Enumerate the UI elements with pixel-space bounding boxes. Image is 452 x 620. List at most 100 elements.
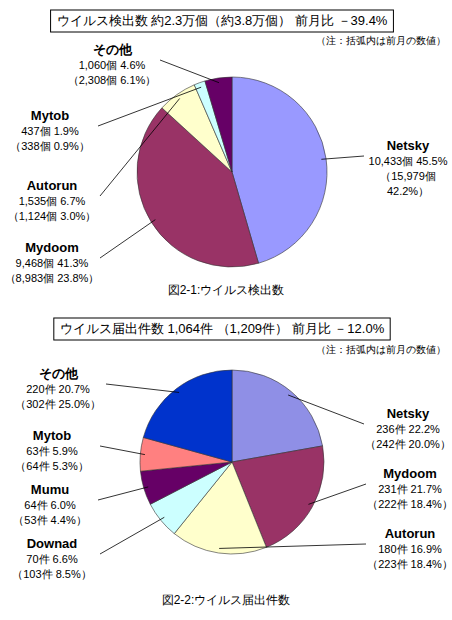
prev-label-line: （2,308個 6.1%）: [68, 74, 157, 86]
prev-value-label: 0.9%）: [54, 140, 90, 152]
slices: [140, 370, 324, 554]
leader-line: [100, 98, 180, 196]
leader-line: [100, 220, 155, 258]
count-label: 9,468個: [16, 257, 55, 269]
prev-value-label: 5.3%）: [53, 460, 89, 472]
value-label-line: 63件 5.9%: [26, 445, 78, 457]
value-label: 41.3%: [57, 257, 88, 269]
value-label: 1.9%: [54, 125, 79, 137]
prev-value-label: 18.4%）: [411, 498, 452, 510]
category-label: Netsky: [387, 138, 430, 153]
count-label: 236件: [376, 423, 405, 435]
data-labels: Netsky 236件 22.2% （242件 20.0%） Mydoom 231件 2…: [12, 366, 452, 580]
leader-line: [219, 544, 366, 548]
prev-label-line: （222件 18.4%）: [367, 498, 452, 510]
prev-value-label: 3.0%）: [60, 210, 96, 222]
prev-label-line: （1,124個 3.0%）: [8, 210, 97, 222]
category-label: Mytob: [33, 428, 71, 443]
category-label: Autorun: [27, 178, 78, 193]
value-label-line: 70件 6.6%: [26, 553, 78, 565]
count-label: 1,535個: [19, 195, 58, 207]
leader-lines: [98, 384, 366, 554]
caption: 図2-1:ウイルス検出数: [168, 283, 285, 297]
pie-chart: ウイルス検出数 約2.3万個（約3.8万個） 前月比 －39.4% （注：括弧内は…: [5, 10, 448, 297]
value-label-line: 64件 6.0%: [24, 499, 76, 511]
leader-line: [100, 446, 145, 455]
count-label: 63件: [26, 445, 49, 457]
title: ウイルス検出数 約2.3万個（約3.8万個） 前月比 －39.4%: [57, 13, 388, 28]
value-label: 22.2%: [409, 423, 440, 435]
leader-line: [308, 484, 366, 504]
prev-value-label: 20.0%）: [409, 438, 451, 450]
value-label-line: 236件 22.2%: [376, 423, 440, 435]
note: （注：括弧内は前月の数値）: [316, 35, 446, 46]
count-label: 10,433個: [369, 155, 414, 167]
count-label: 231件: [378, 483, 407, 495]
category-label: Downad: [27, 536, 78, 551]
prev-label-line: （64件 5.3%）: [15, 460, 88, 472]
category-label: その他: [93, 42, 133, 57]
value-label-line: 9,468個 41.3%: [16, 257, 89, 269]
prev-value-label: 25.0%）: [59, 398, 101, 410]
prev-count-label: （242件: [365, 438, 405, 450]
leader-line: [160, 60, 219, 83]
leader-lines: [98, 60, 364, 258]
count-label: 64件: [24, 499, 47, 511]
value-label: 5.9%: [53, 445, 78, 457]
category-label: Autorun: [385, 526, 436, 541]
category-label: Netsky: [387, 406, 430, 421]
category-label: その他: [39, 366, 79, 381]
category-label: Mumu: [31, 482, 69, 497]
value-label: 45.5%: [416, 155, 447, 167]
value-label-line: 437個 1.9%: [21, 125, 79, 137]
prev-count-label: （223件: [367, 558, 407, 570]
value-label: 4.6%: [120, 59, 145, 71]
prev-count-label: （1,124個: [8, 210, 58, 222]
prev-count-label: （15,979個: [380, 170, 436, 182]
title-box: [54, 318, 390, 340]
value-label-line: 180件 16.9%: [378, 543, 442, 555]
prev-count-label: （103件: [12, 568, 52, 580]
slices: [137, 77, 327, 267]
count-label: 1,060個: [79, 59, 118, 71]
title-box: [51, 10, 394, 32]
leader-line: [321, 156, 364, 159]
value-label: 21.7%: [411, 483, 442, 495]
count-label: 180件: [378, 543, 407, 555]
category-label: Mydoom: [25, 240, 78, 255]
prev-value-label: 23.8%）: [57, 272, 99, 284]
leader-line: [98, 487, 148, 500]
value-label-line: 231件 21.7%: [378, 483, 442, 495]
prev-label-line: （8,983個 23.8%）: [5, 272, 100, 284]
prev-count-label: （302件: [15, 398, 55, 410]
leader-line: [288, 395, 364, 424]
prev-label-line: （53件 4.4%）: [13, 514, 86, 526]
prev-count-label: （2,308個: [68, 74, 118, 86]
prev-count-label: （222件: [367, 498, 407, 510]
category-label: Mydoom: [383, 466, 436, 481]
category-label: Mytob: [31, 108, 69, 123]
value-label: 20.7%: [59, 383, 90, 395]
slice: [143, 370, 232, 462]
prev-label-line: （223件 18.4%）: [367, 558, 452, 570]
value-label-line: 1,535個 6.7%: [19, 195, 86, 207]
count-label: 220件: [26, 383, 55, 395]
data-labels: Netsky 10,433個 45.5% （15,979個 42.2%） Mydoom 9…: [5, 42, 448, 284]
value-label: 6.7%: [60, 195, 85, 207]
slice: [205, 77, 232, 172]
note: （注：括弧内は前月の数値）: [316, 344, 446, 355]
value-label: 6.0%: [51, 499, 76, 511]
prev-label-line: （338個 0.9%）: [10, 140, 90, 152]
prev-value-label: 42.2%）: [387, 185, 429, 197]
value-label: 6.6%: [53, 553, 78, 565]
prev-count-label: （8,983個: [5, 272, 55, 284]
value-label-line: 1,060個 4.6%: [79, 59, 146, 71]
pie-chart: ウイルス届出件数 1,064件 （1,209件） 前月比 －12.0%（注：括弧…: [12, 318, 452, 607]
value-label-line: 220件 20.7%: [26, 383, 90, 395]
value-label-line: 10,433個 45.5%: [369, 155, 448, 167]
prev-value-label: 8.5%）: [56, 568, 92, 580]
prev-label-line: （302件 25.0%）: [15, 398, 101, 410]
prev-value-label: 6.1%）: [120, 74, 156, 86]
prev-count-label: （338個: [10, 140, 50, 152]
value-label: 16.9%: [411, 543, 442, 555]
